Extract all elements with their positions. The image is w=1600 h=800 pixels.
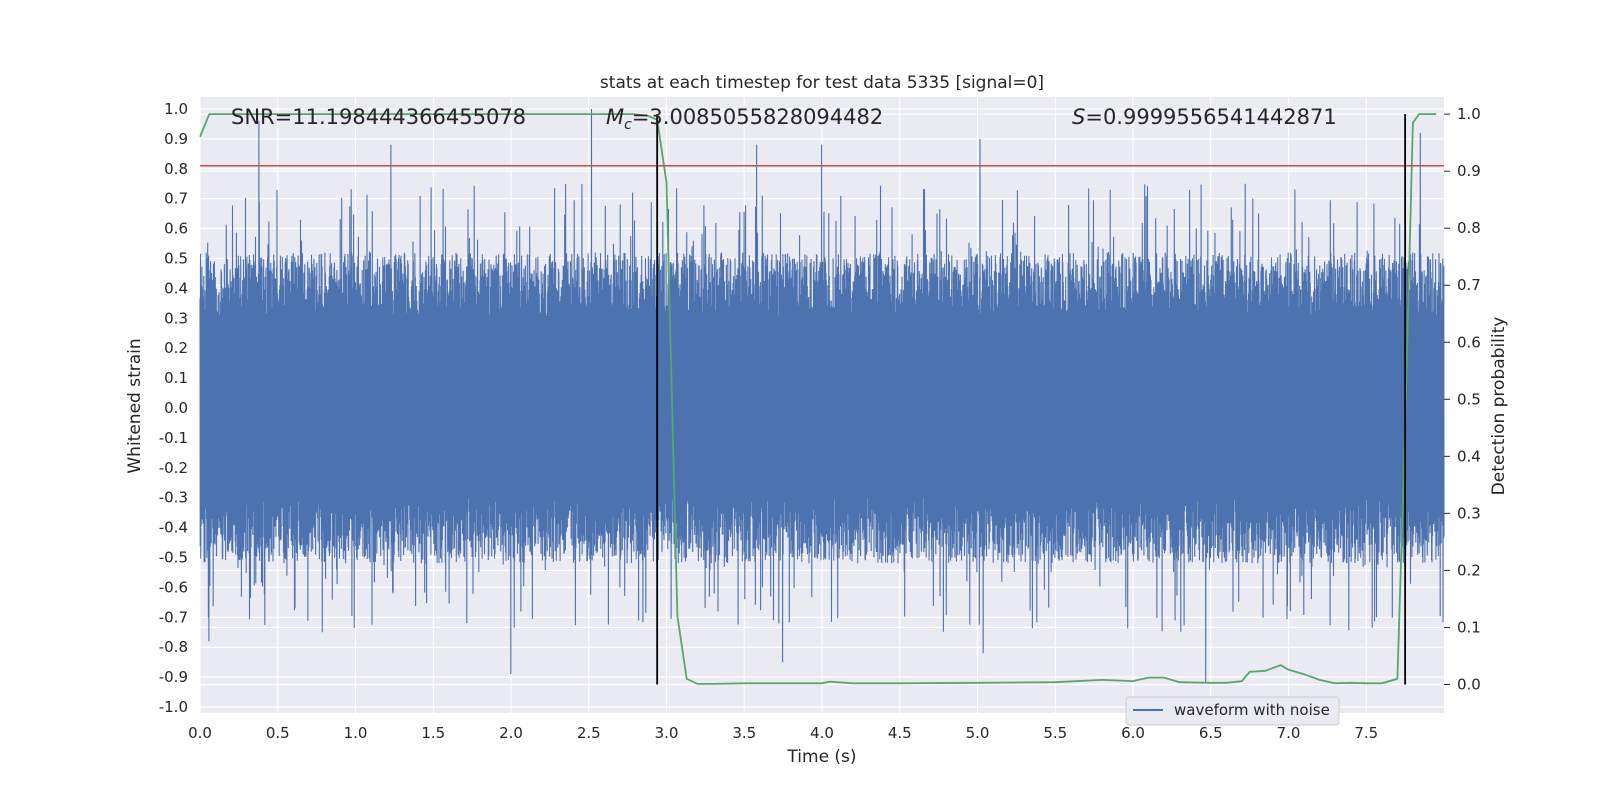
y-tick-label: 0.7: [164, 190, 188, 208]
x-tick-label: 2.0: [499, 724, 523, 742]
y-tick-label: -0.9: [159, 668, 188, 686]
y-right-tick-label: 0.3: [1457, 504, 1481, 522]
y-tick-label: 0.0: [164, 399, 188, 417]
y-right-tick-label: 0.2: [1457, 561, 1481, 579]
y-tick-label: 0.9: [164, 130, 188, 148]
chirp-mass-value: =3.0085055828094482: [632, 105, 883, 129]
y-right-tick-label: 0.6: [1457, 333, 1481, 351]
y-tick-label: 0.3: [164, 309, 188, 327]
y-right-tick-label: 1.0: [1457, 105, 1481, 123]
y-tick-label: -0.7: [159, 608, 188, 626]
y-right-tick-label: 0.9: [1457, 162, 1481, 180]
y-tick-label: 0.1: [164, 369, 188, 387]
y-right-axis-label: Detection probability: [1489, 317, 1509, 496]
overlays: [200, 114, 1444, 685]
y-tick-label: 0.4: [164, 279, 188, 297]
chirp-mass-subscript: c: [624, 117, 632, 133]
legend-label: waveform with noise: [1174, 701, 1330, 719]
x-tick-label: 7.0: [1277, 724, 1301, 742]
x-tick-label: 2.5: [577, 724, 601, 742]
y-right-tick-label: 0.7: [1457, 276, 1481, 294]
chart-title: stats at each timestep for test data 533…: [600, 73, 1044, 93]
y-right-tick-label: 0.4: [1457, 447, 1481, 465]
axes: 0.0 0.5 1.0 1.5 2.0 2.5 3.0 3.5 4.0 4.5 5.0 5.5 6.0 6…: [159, 100, 1481, 742]
snr-annotation: SNR=11.198444366455078: [231, 105, 526, 129]
y-tick-label: -1.0: [159, 698, 188, 716]
legend-box: [1125, 696, 1340, 726]
y-right-tick-label: 0.1: [1457, 618, 1481, 636]
probability-series: [199, 113, 1437, 685]
x-tick-label: 5.0: [966, 724, 990, 742]
x-tick-label: 5.5: [1043, 724, 1067, 742]
y-tick-label: -0.6: [159, 578, 188, 596]
y-tick-label: 1.0: [164, 100, 188, 118]
y-tick-label: -0.1: [159, 429, 188, 447]
x-tick-label: 6.5: [1199, 724, 1223, 742]
chirp-mass-symbol: M: [606, 105, 624, 129]
chirp-mass-annotation: Mc=3.0085055828094482: [606, 105, 883, 133]
score-annotation: S=0.9999556541442871: [1072, 105, 1337, 129]
waveform-core: [200, 324, 1444, 492]
y-tick-label: -0.4: [159, 519, 188, 537]
x-tick-label: 7.5: [1354, 724, 1378, 742]
score-symbol: S: [1072, 105, 1085, 129]
x-tick-label: 4.0: [810, 724, 834, 742]
x-tick-label: 0.5: [266, 724, 290, 742]
y-tick-label: 0.2: [164, 339, 188, 357]
y-right-tick-label: 0.5: [1457, 390, 1481, 408]
probability-line: [199, 113, 1437, 685]
x-tick-label: 3.5: [732, 724, 756, 742]
y-tick-label: -0.3: [159, 489, 188, 507]
legend: waveform with noise: [1125, 696, 1340, 726]
score-value: =0.9999556541442871: [1085, 105, 1336, 129]
x-tick-label: 1.5: [421, 724, 445, 742]
x-axis-label: Time (s): [786, 747, 856, 767]
y-right-tick-label: 0.0: [1457, 675, 1481, 693]
x-tick-label: 4.5: [888, 724, 912, 742]
y-right-tick-label: 0.8: [1457, 219, 1481, 237]
waveform-series: [199, 108, 1445, 684]
x-tick-label: 6.0: [1121, 724, 1145, 742]
y-tick-label: -0.8: [159, 638, 188, 656]
y-tick-label: 0.6: [164, 220, 188, 238]
y-tick-label: 0.5: [164, 249, 188, 267]
y-tick-label: -0.2: [159, 459, 188, 477]
y-tick-label: 0.8: [164, 160, 188, 178]
y-tick-label: -0.5: [159, 549, 188, 567]
y-axis-label: Whitened strain: [125, 338, 145, 473]
x-tick-label: 3.0: [655, 724, 679, 742]
x-tick-label: 1.0: [344, 724, 368, 742]
x-tick-label: 0.0: [188, 724, 212, 742]
